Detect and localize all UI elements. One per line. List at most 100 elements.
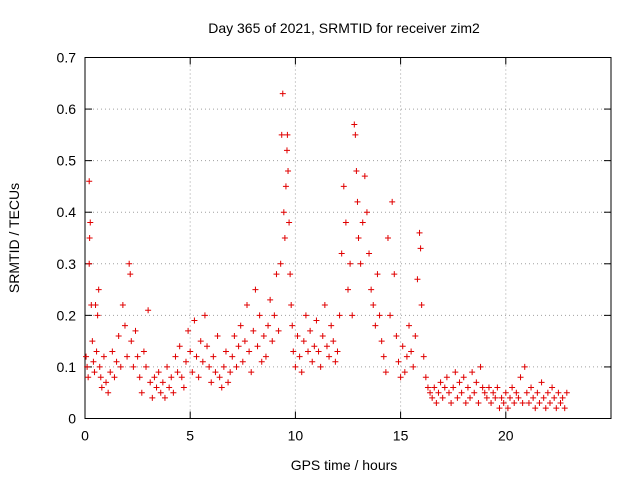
data-point	[441, 384, 448, 391]
data-point	[352, 131, 359, 138]
data-point	[117, 363, 124, 370]
data-point	[286, 219, 293, 226]
data-point	[504, 405, 511, 412]
data-point	[90, 358, 97, 365]
data-point	[143, 363, 150, 370]
data-point	[91, 369, 98, 376]
data-point	[309, 358, 316, 365]
data-point	[429, 394, 436, 401]
data-point	[406, 322, 413, 329]
data-point	[412, 332, 419, 339]
data-point	[368, 286, 375, 293]
data-point	[536, 400, 543, 407]
data-point	[204, 343, 211, 350]
data-point	[513, 389, 520, 396]
data-point	[201, 312, 208, 319]
y-tick-label: 0.3	[57, 256, 77, 272]
data-point	[185, 327, 192, 334]
data-point	[130, 363, 137, 370]
data-point	[559, 394, 566, 401]
data-point	[483, 394, 490, 401]
data-point	[492, 394, 499, 401]
data-point	[345, 286, 351, 293]
data-point	[210, 353, 217, 360]
data-point	[561, 405, 568, 412]
data-point	[282, 183, 289, 190]
data-point	[267, 296, 274, 303]
data-point	[460, 374, 467, 381]
data-point	[98, 384, 105, 391]
grid	[85, 57, 611, 419]
data-point	[305, 348, 312, 355]
data-point	[222, 348, 229, 355]
y-tick-label: 0.4	[57, 204, 77, 220]
data-point	[199, 358, 206, 365]
data-point	[307, 327, 314, 334]
data-point	[427, 389, 434, 396]
data-point	[387, 312, 394, 319]
data-point	[326, 353, 333, 360]
data-point	[292, 363, 299, 370]
data-point	[509, 384, 516, 391]
data-point	[359, 219, 366, 226]
data-point	[280, 209, 287, 216]
data-point	[448, 400, 455, 407]
data-point	[384, 235, 391, 241]
data-point	[176, 343, 183, 350]
data-point	[355, 235, 362, 241]
data-point	[401, 369, 408, 376]
y-tick-label: 0.1	[57, 359, 77, 375]
data-point	[227, 369, 234, 376]
data-point	[525, 400, 532, 407]
data-point	[269, 338, 276, 345]
data-point	[262, 353, 269, 360]
data-point	[121, 322, 128, 329]
data-point	[546, 400, 553, 407]
data-point	[300, 338, 307, 345]
data-point	[323, 343, 330, 350]
data-point	[437, 379, 444, 386]
data-point	[174, 369, 181, 376]
data-point	[372, 322, 379, 329]
data-point	[287, 271, 294, 278]
data-point	[290, 348, 297, 355]
y-tick-label: 0.5	[57, 153, 77, 169]
data-point	[422, 374, 429, 381]
data-point	[237, 322, 244, 329]
data-point	[258, 358, 265, 365]
data-point	[244, 302, 251, 309]
data-point	[338, 250, 345, 257]
y-axis-label: SRMTID / TECUs	[6, 183, 22, 293]
data-point	[511, 400, 518, 407]
x-axis-label: GPS time / hours	[291, 457, 398, 473]
data-point	[278, 131, 285, 138]
data-point	[416, 229, 423, 236]
data-point	[370, 302, 377, 309]
data-point	[182, 358, 189, 365]
data-point	[248, 369, 255, 376]
data-point	[496, 405, 503, 412]
data-point	[321, 302, 328, 309]
data-point	[317, 363, 324, 370]
data-point	[532, 405, 539, 412]
data-point	[340, 183, 347, 190]
data-point	[256, 312, 263, 319]
data-point	[189, 369, 196, 376]
data-point	[166, 384, 173, 391]
data-point	[115, 332, 122, 339]
data-point	[439, 394, 446, 401]
data-point	[164, 363, 171, 370]
data-point	[180, 384, 187, 391]
data-point	[284, 131, 291, 138]
data-point	[103, 379, 110, 386]
data-point	[414, 276, 421, 283]
data-point	[235, 343, 242, 350]
data-point	[347, 260, 354, 267]
data-point	[443, 374, 450, 381]
data-point	[544, 389, 551, 396]
data-point	[265, 322, 272, 329]
data-point	[473, 379, 480, 386]
data-point	[332, 358, 339, 365]
data-point	[132, 327, 139, 334]
data-point	[193, 353, 200, 360]
